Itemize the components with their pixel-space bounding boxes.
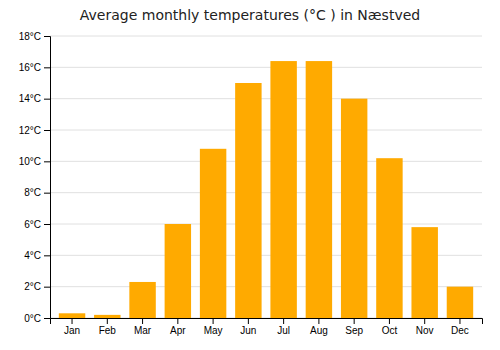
- tick-mark: [44, 224, 50, 225]
- grid-line: [50, 67, 482, 68]
- grid-line: [50, 224, 482, 225]
- tick-mark: [44, 99, 50, 100]
- bar: [235, 83, 261, 318]
- tick-label: 18°C: [19, 31, 41, 42]
- title: Average monthly temperatures (°C ) in Næ…: [80, 7, 420, 23]
- tick-label: Feb: [99, 325, 117, 336]
- tick: 4°C: [24, 250, 50, 261]
- tick-label: Sep: [345, 325, 363, 336]
- tick: Jun: [240, 318, 256, 336]
- grid-line: [50, 192, 482, 193]
- tick-label: Apr: [170, 325, 186, 336]
- tick-label: 2°C: [24, 281, 41, 292]
- tick-mark: [44, 67, 50, 68]
- tick: Jan: [64, 318, 80, 336]
- tick-mark: [213, 318, 214, 324]
- x-axis: Jan Feb Mar Apr May Jun Jul Aug Sep Oct Nov Dec: [51, 318, 483, 336]
- tick-label: 0°C: [24, 313, 41, 324]
- tick-mark: [142, 318, 143, 324]
- tick-mark: [424, 318, 425, 324]
- bar: [165, 224, 191, 318]
- tick-mark: [354, 318, 355, 324]
- axis-line: [51, 319, 483, 325]
- tick: 0°C: [24, 313, 50, 324]
- tick-label: 10°C: [19, 156, 41, 167]
- tick: 8°C: [24, 187, 50, 198]
- bar: [447, 287, 473, 318]
- bar: [306, 61, 332, 318]
- tick: Feb: [99, 318, 117, 336]
- grid: [50, 36, 482, 318]
- grid-line: [50, 161, 482, 162]
- bar: [129, 282, 155, 318]
- tick-label: Dec: [451, 325, 469, 336]
- tick-mark: [44, 161, 50, 162]
- tick: 6°C: [24, 219, 50, 230]
- tick: May: [204, 318, 223, 336]
- bar: [59, 313, 85, 318]
- bar: [94, 315, 120, 318]
- grid-line: [50, 36, 482, 37]
- tick-label: 12°C: [19, 125, 41, 136]
- tick: 14°C: [19, 93, 50, 104]
- axis-line: [44, 37, 51, 319]
- tick-label: 14°C: [19, 93, 41, 104]
- tick-label: Jun: [240, 325, 256, 336]
- bar: [376, 158, 402, 318]
- tick: Dec: [451, 318, 469, 336]
- tick-mark: [318, 318, 319, 324]
- tick-label: 8°C: [24, 187, 41, 198]
- tick-mark: [72, 318, 73, 324]
- tick-label: 16°C: [19, 62, 41, 73]
- tick-mark: [44, 318, 50, 319]
- tick-mark: [283, 318, 284, 324]
- tick-mark: [44, 130, 50, 131]
- y-axis: 0°C 2°C 4°C 6°C 8°C 10°C 12°C 14°C 16°C 18°C: [19, 31, 51, 324]
- tick-label: Jan: [64, 325, 80, 336]
- bar: [341, 99, 367, 318]
- tick: Nov: [416, 318, 434, 336]
- tick: Sep: [345, 318, 363, 336]
- tick-mark: [389, 318, 390, 324]
- tick-mark: [44, 36, 50, 37]
- tick: Aug: [310, 318, 328, 336]
- tick-mark: [107, 318, 108, 324]
- bar: [411, 227, 437, 318]
- tick: 10°C: [19, 156, 50, 167]
- tick: 12°C: [19, 125, 50, 136]
- tick-mark: [248, 318, 249, 324]
- tick-label: Oct: [382, 325, 398, 336]
- tick-label: 6°C: [24, 219, 41, 230]
- tick-label: Aug: [310, 325, 328, 336]
- tick: 2°C: [24, 281, 50, 292]
- plot: 0°C 2°C 4°C 6°C 8°C 10°C 12°C 14°C 16°C 18°C Jan Fe…: [19, 31, 483, 336]
- tick: Mar: [134, 318, 152, 336]
- tick-label: Nov: [416, 325, 434, 336]
- grid-line: [50, 98, 482, 99]
- tick: Apr: [170, 318, 186, 336]
- tick-label: Jul: [277, 325, 290, 336]
- tick-mark: [44, 287, 50, 288]
- grid-line: [50, 130, 482, 131]
- tick-mark: [459, 318, 460, 324]
- tick-mark: [44, 193, 50, 194]
- tick: Oct: [382, 318, 398, 336]
- tick: Jul: [277, 318, 290, 336]
- tick: 16°C: [19, 62, 50, 73]
- chart: Average monthly temperatures (°C ) in Næ…: [0, 0, 500, 350]
- bar: [200, 149, 226, 318]
- tick-mark: [177, 318, 178, 324]
- tick-label: 4°C: [24, 250, 41, 261]
- tick: 18°C: [19, 31, 50, 42]
- tick-mark: [44, 255, 50, 256]
- bars: [59, 61, 473, 318]
- tick-label: May: [204, 325, 223, 336]
- tick-label: Mar: [134, 325, 152, 336]
- bar: [270, 61, 296, 318]
